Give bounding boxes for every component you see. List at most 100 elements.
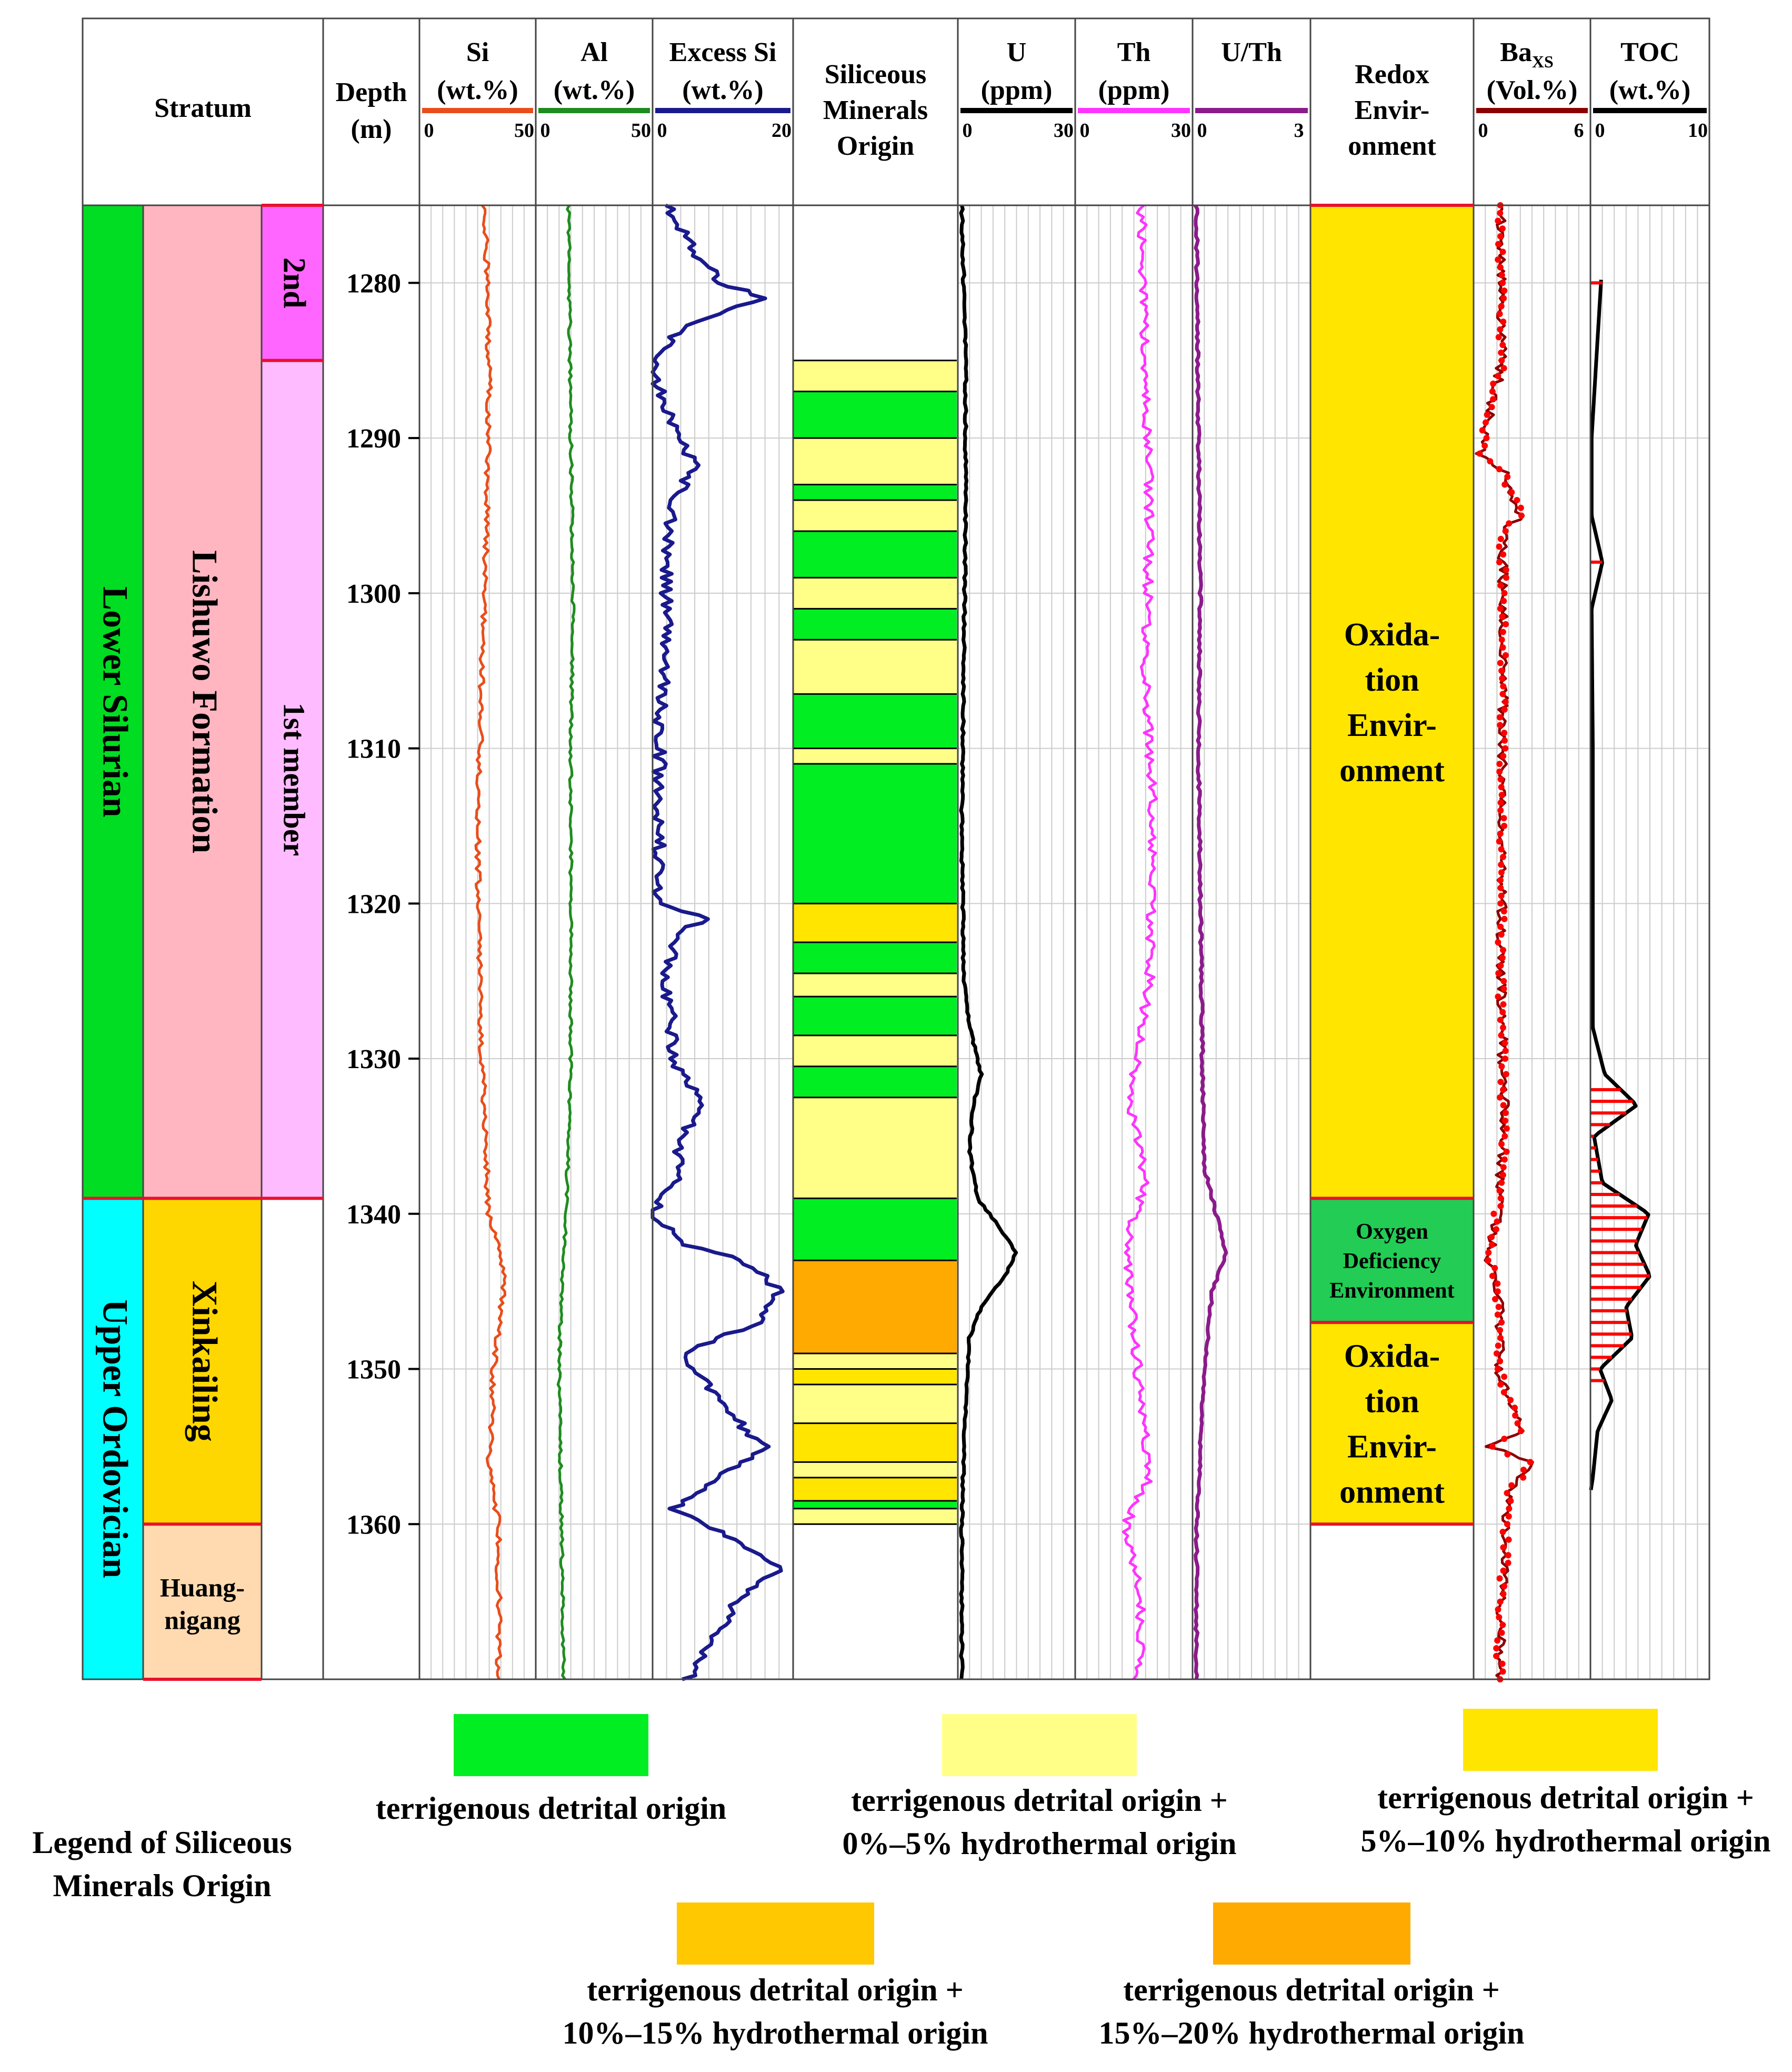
ba-marker [1496,768,1503,775]
ba-marker [1508,1482,1515,1489]
siliceous-interval-1 [794,360,957,392]
siliceous-interval-23 [794,1369,957,1384]
ba-marker [1498,636,1505,643]
ba-marker [1497,900,1504,907]
redox-label: Oxida- [1344,1338,1440,1374]
fill-layer [83,205,1473,1679]
ba-marker [1497,210,1504,216]
depth-tick-label: 1350 [346,1355,401,1385]
ba-marker [1500,1544,1507,1551]
formation-label: Huang- [160,1573,245,1602]
siliceous-interval-2 [794,391,957,439]
ba-marker [1496,311,1503,317]
text-layer: Stratum Depth (m) Siliceous Minerals Origin Re… [96,37,1708,1635]
redox-header: Envir- [1355,95,1430,125]
ba-marker [1497,1195,1504,1202]
depth-header-2: (m) [351,114,392,144]
siliceous-interval-9 [794,640,957,694]
ba-marker [1517,504,1524,511]
legend-label-3: terrigenous detrital origin + [1377,1780,1754,1815]
ba-marker [1500,1087,1506,1093]
ba-marker [1497,1334,1504,1341]
siliceous-interval-11 [794,748,957,764]
ba-marker [1502,1110,1509,1117]
si-title: Si [466,37,489,67]
uth-max-label: 3 [1294,119,1304,142]
ba-marker [1499,342,1506,348]
redox-label: Envir- [1347,1429,1437,1465]
th-max-label: 30 [1171,119,1191,142]
ba-marker [1495,970,1502,977]
ba-marker [1479,427,1486,434]
al-curve [556,204,576,1680]
ba-marker [1503,1071,1509,1078]
ba-marker [1484,411,1490,418]
ba-marker [1494,1637,1501,1644]
grid-layer [419,205,1709,1680]
ba-marker [1498,350,1505,356]
siliceous-interval-3 [794,438,957,485]
ba-marker [1485,1257,1491,1264]
redox-label: Oxygen [1356,1220,1428,1244]
ba-marker [1500,551,1507,558]
ba-marker [1497,1598,1504,1605]
member-label: 1st member [277,703,312,856]
ba-marker [1499,629,1506,635]
legend: Legend of Siliceous Minerals Origin terrig… [32,1709,1770,2050]
ba-marker [1500,295,1507,302]
ba-marker [1496,1575,1503,1582]
u-title: U [1007,37,1027,67]
ba-marker [1501,287,1508,294]
ba-marker [1500,597,1507,604]
ba-marker [1505,1513,1512,1520]
formation-band-2 [143,1198,262,1525]
ba-marker [1498,1179,1505,1186]
ba-marker [1489,388,1496,395]
formation-label: Xinkailing [185,1281,225,1442]
depth-tick-label: 1340 [346,1200,401,1230]
ba-marker [1500,1102,1507,1109]
ba-marker [1495,373,1501,380]
ba-title: BaXS [1500,37,1554,71]
siliceous-interval-10 [794,694,957,749]
ba-marker [1504,473,1511,480]
ba-marker [1520,1474,1527,1481]
th-curve [1122,204,1158,1680]
ba-marker [1489,1272,1496,1279]
ba-marker [1498,357,1505,364]
toc-curve [1589,280,1651,1490]
ba-marker [1500,1024,1506,1031]
ba-marker [1498,869,1505,876]
redox-label: tion [1365,662,1419,698]
series-label: Upper Ordovician [96,1299,136,1578]
redox-header: Redox [1355,59,1429,89]
depth-header-1: Depth [336,77,407,107]
ba-marker [1503,621,1509,627]
redox-label: onment [1339,753,1445,789]
legend-label-2: 0%–5% hydrothermal origin [843,1826,1237,1861]
ba-marker [1506,520,1513,527]
ba-marker [1501,822,1508,829]
ba-marker [1502,527,1509,534]
u-max-label: 30 [1054,119,1074,142]
si-max-label: 50 [514,119,534,142]
ba-marker [1497,582,1504,589]
depth-tick-label: 1320 [346,889,401,919]
si-curve [474,204,507,1680]
ba-marker [1497,962,1504,969]
ba-marker [1500,985,1507,992]
ba-marker [1501,915,1508,922]
legend-label-3: 5%–10% hydrothermal origin [1361,1824,1771,1858]
siliceous-interval-18 [794,1066,957,1098]
ba-marker [1508,489,1515,496]
al-max-label: 50 [631,119,651,142]
curve-layer [474,202,1651,1682]
ba-marker [1496,1614,1503,1621]
ba-marker [1502,1055,1508,1062]
ba-marker [1504,1490,1510,1497]
uth-min-label: 0 [1197,119,1207,142]
legend-label-1: terrigenous detrital origin [376,1791,727,1826]
redox-header: onment [1348,131,1436,161]
ba-marker [1495,1606,1501,1613]
ba-marker [1496,714,1503,721]
